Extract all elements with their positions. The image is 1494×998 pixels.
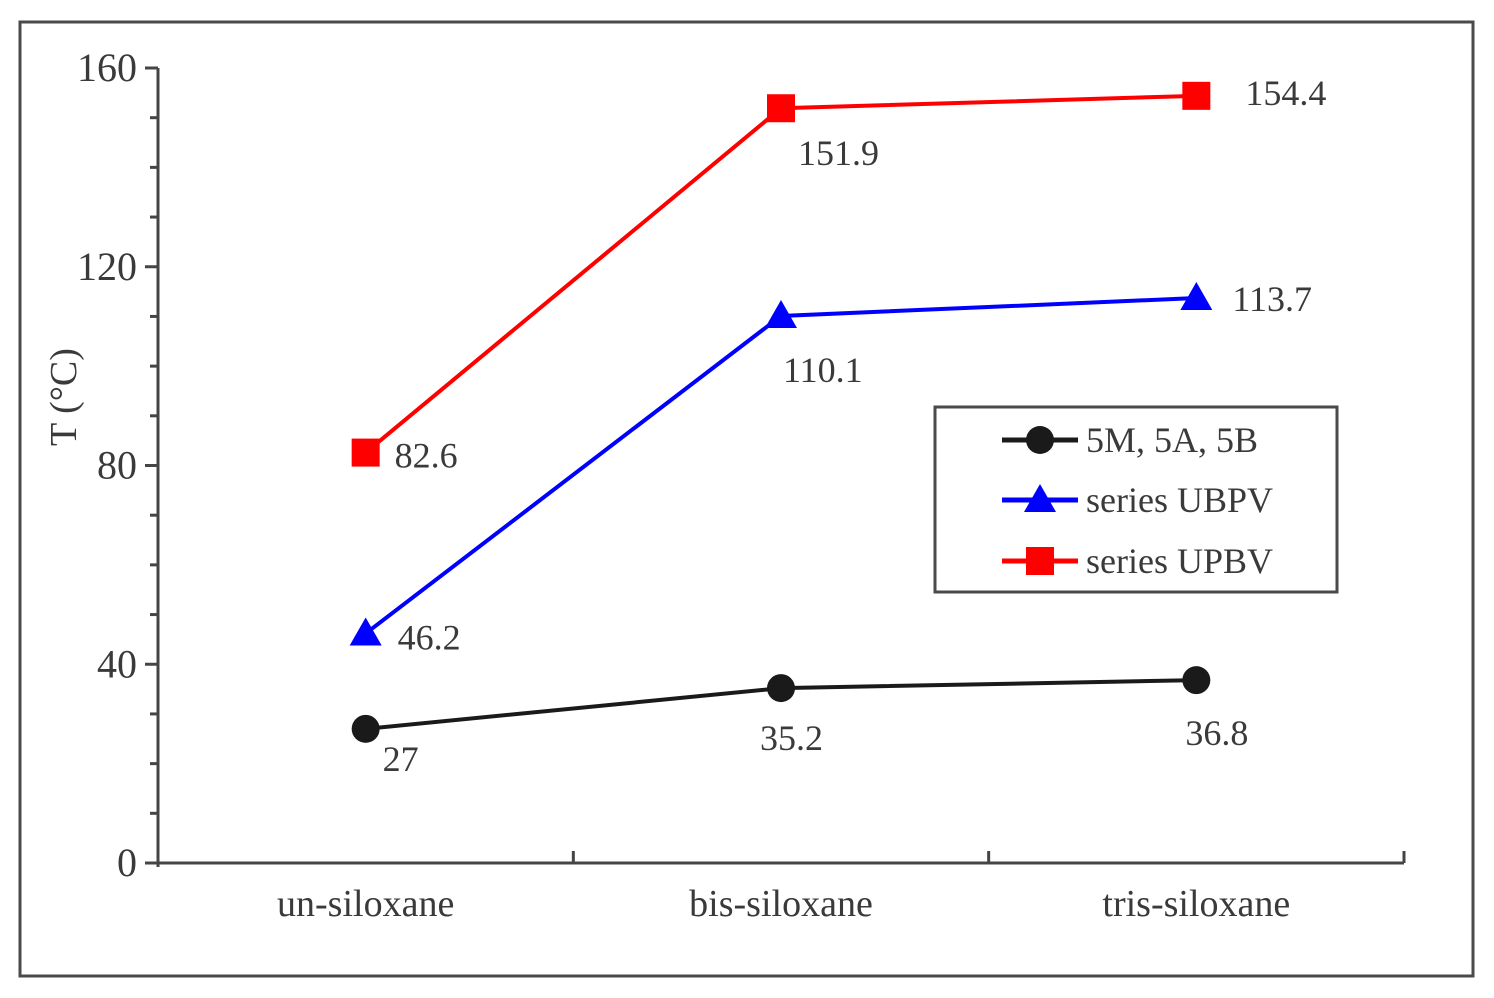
legend-label: 5M, 5A, 5B [1086, 420, 1258, 460]
data-label: 113.7 [1232, 279, 1312, 319]
data-label: 151.9 [798, 133, 879, 173]
y-tick-label: 0 [117, 840, 137, 885]
figure-border [18, 20, 1475, 978]
y-tick-label: 40 [97, 641, 137, 686]
x-category-label: bis-siloxane [689, 883, 873, 925]
x-category-label: un-siloxane [277, 883, 454, 925]
data-label: 46.2 [398, 617, 461, 657]
y-tick-label: 80 [97, 443, 137, 488]
x-category-label: tris-siloxane [1102, 883, 1290, 925]
y-tick-label: 160 [77, 45, 137, 90]
y-axis-title: T (°C) [43, 348, 85, 446]
legend-marker-square [1026, 547, 1054, 575]
data-point [349, 617, 382, 646]
y-tick-label: 120 [77, 244, 137, 289]
data-label: 27 [383, 739, 419, 779]
data-point [351, 438, 380, 467]
data-point [767, 94, 795, 123]
legend-marker-circle [1026, 426, 1054, 454]
data-label: 154.4 [1245, 73, 1326, 113]
legend-label: series UPBV [1086, 541, 1273, 581]
data-label: 36.8 [1185, 713, 1248, 753]
legend-label: series UBPV [1086, 480, 1273, 520]
data-point [767, 674, 795, 703]
data-label: 82.6 [395, 436, 458, 476]
legend-marker-triangle [1024, 484, 1056, 512]
data-point [1180, 282, 1213, 311]
data-point [1182, 81, 1211, 110]
data-label: 35.2 [760, 718, 823, 758]
data-point [351, 714, 380, 743]
series-line-2 [364, 93, 1197, 455]
data-label: 110.1 [783, 350, 863, 390]
data-point [765, 299, 797, 328]
data-point [1182, 666, 1211, 695]
